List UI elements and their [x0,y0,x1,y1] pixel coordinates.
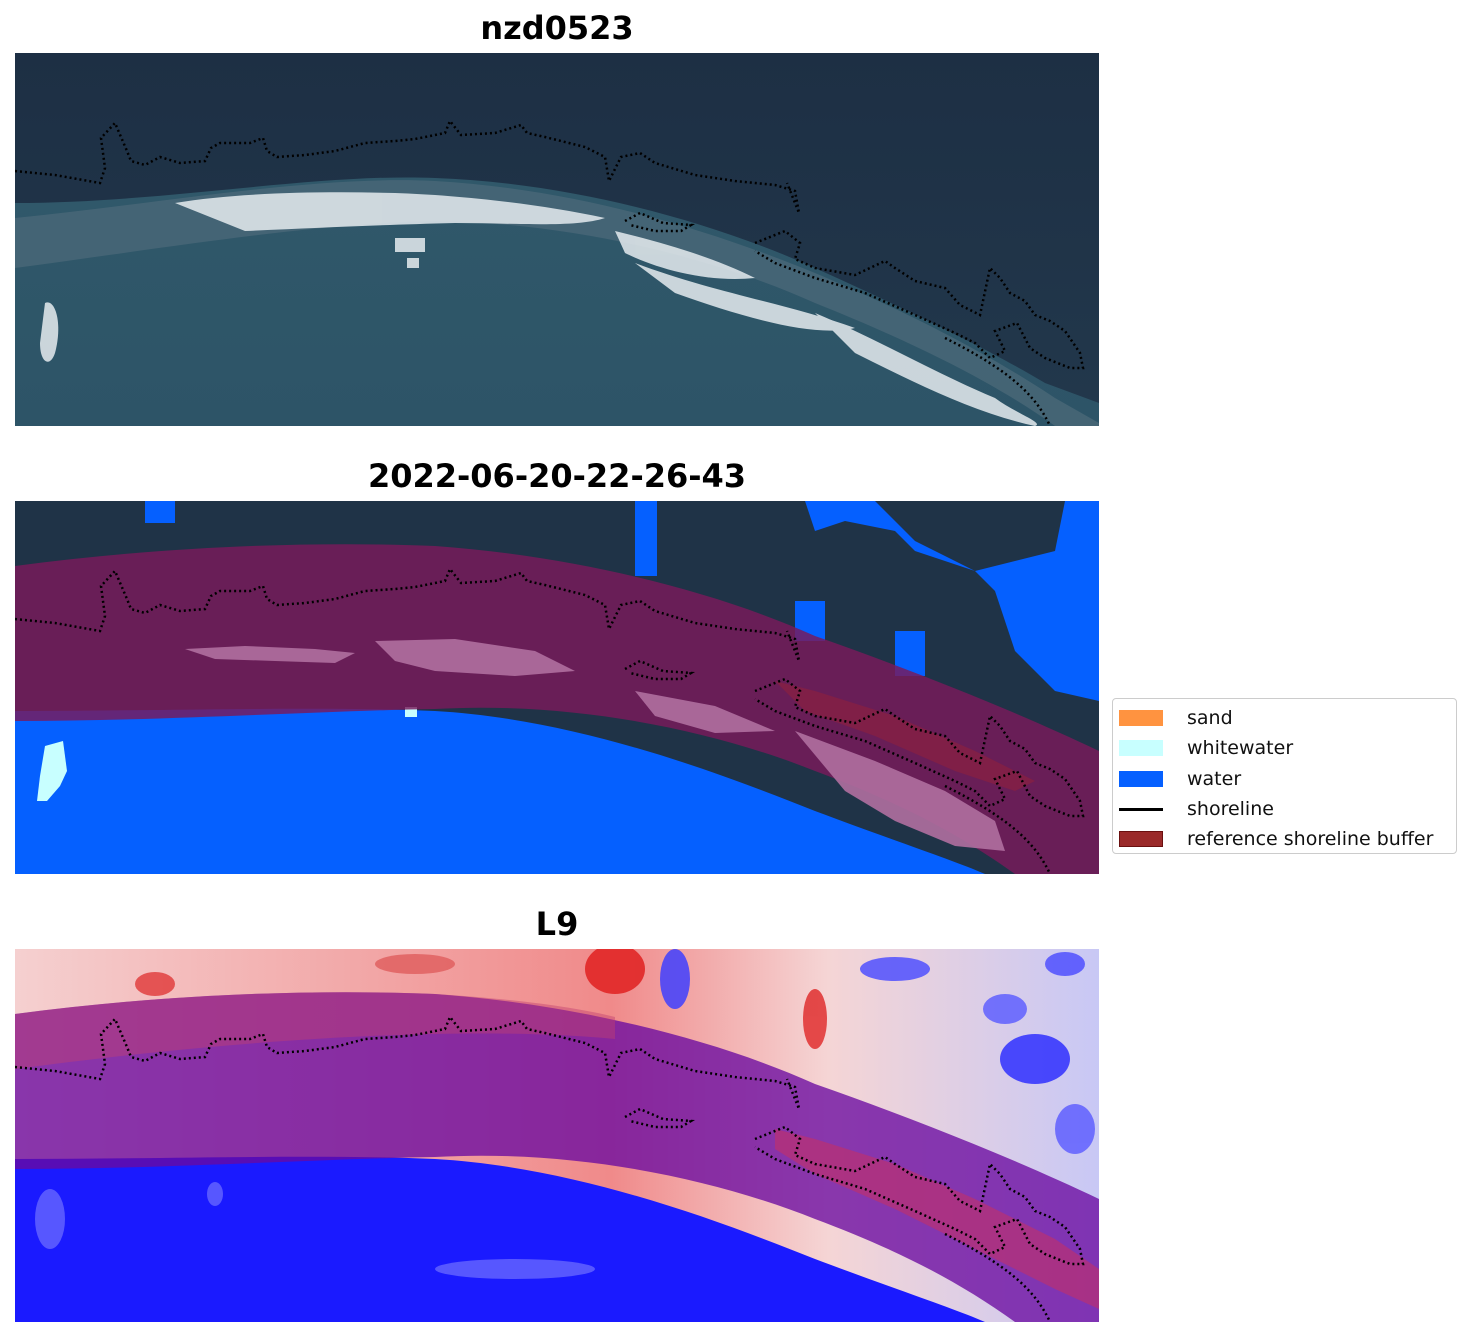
sand-mixed-patches [185,639,1005,851]
index-image [15,949,1099,1322]
classification-image [15,501,1099,874]
legend-item-buffer: reference shoreline buffer [1119,824,1450,854]
index-image-panel [15,949,1099,1322]
legend-label-sand: sand [1187,707,1233,730]
buffer-overlay [15,544,1099,874]
surf-foam [40,192,1037,426]
water-class-area [15,708,985,874]
shoreline-trace [15,118,801,214]
legend-item-water: water [1119,764,1450,794]
legend-item-sand: sand [1119,703,1450,733]
legend-item-whitewater: whitewater [1119,733,1450,763]
sea-area [15,177,1099,426]
index-texture [135,949,1095,1154]
legend-swatch-water [1119,770,1163,787]
legend-swatch-whitewater [1119,740,1163,757]
legend: sand whitewater water shoreline referenc… [1112,698,1457,854]
buffer-overlay [15,992,1099,1322]
rgb-image [15,53,1099,426]
panel-title-rgb: nzd0523 [480,9,634,47]
legend-swatch-sand [1119,710,1163,727]
panel-title-date: 2022-06-20-22-26-43 [367,457,747,495]
legend-item-shoreline: shoreline [1119,794,1450,824]
legend-label-buffer: reference shoreline buffer [1187,828,1434,851]
shoreline-trace [15,566,801,662]
classification-panel [15,501,1099,874]
legend-swatch-buffer [1119,831,1163,848]
shoreline-trace [15,1014,801,1110]
legend-label-shoreline: shoreline [1187,798,1274,821]
whitewater-class-patch [37,741,67,801]
rgb-image-panel [15,53,1099,426]
negative-index-area [15,1156,985,1322]
legend-label-whitewater: whitewater [1187,737,1294,760]
legend-label-water: water [1187,767,1242,790]
panel-title-satellite: L9 [535,905,579,943]
legend-line-shoreline [1119,807,1163,811]
